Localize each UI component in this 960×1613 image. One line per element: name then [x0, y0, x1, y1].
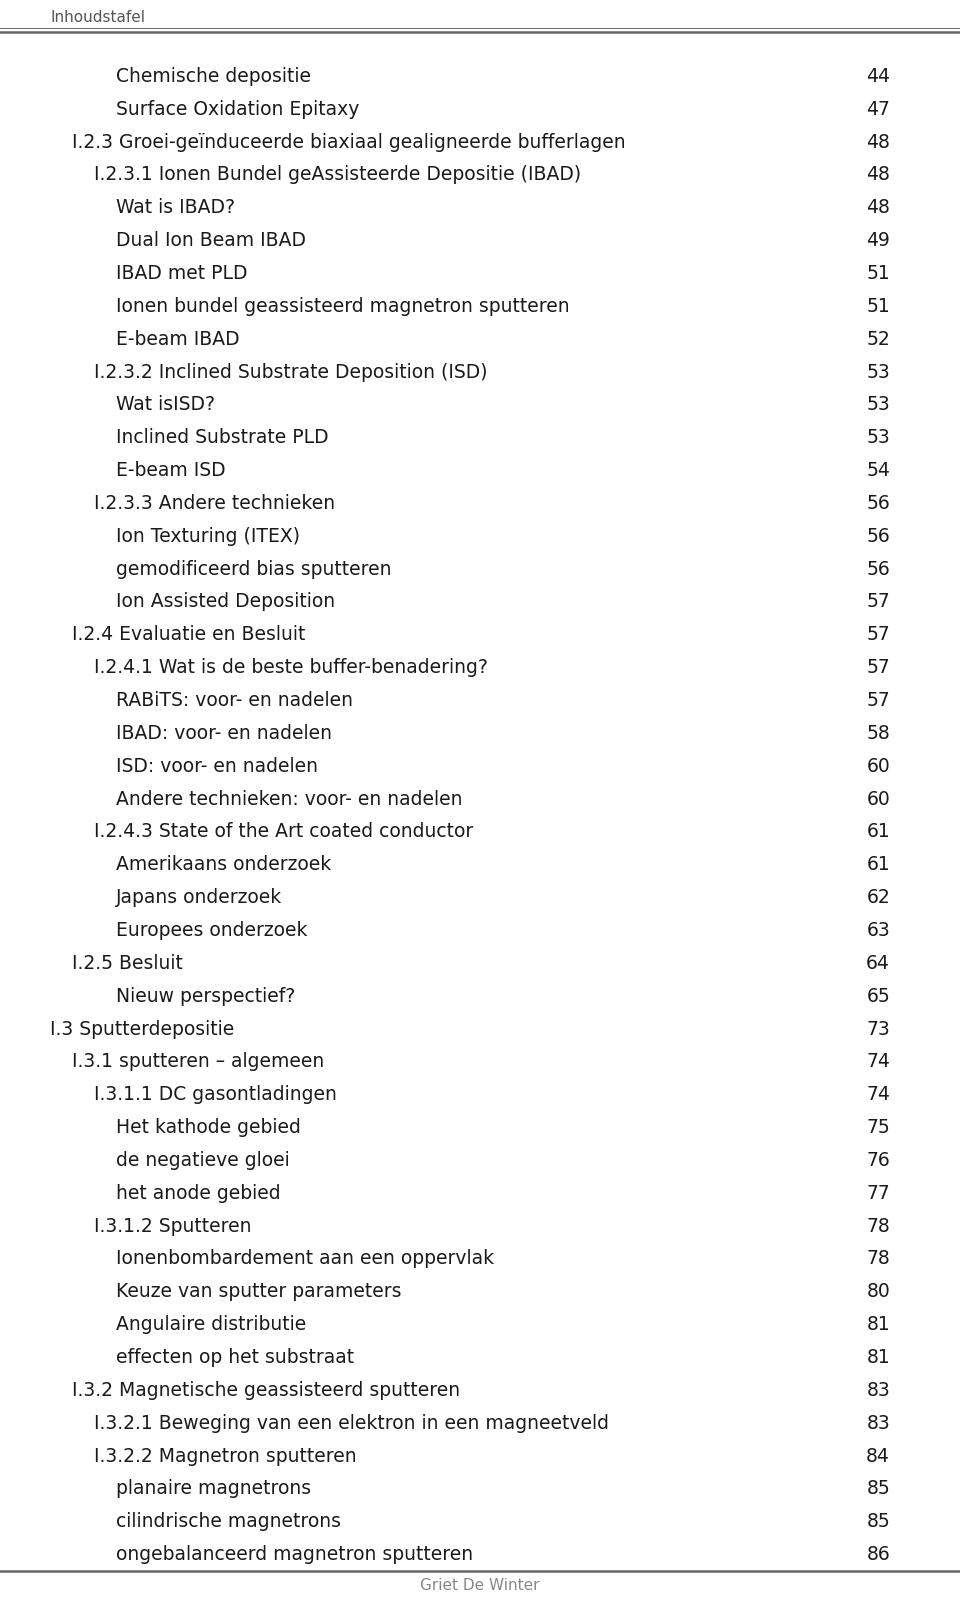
Text: 60: 60 [866, 790, 890, 808]
Text: Japans onderzoek: Japans onderzoek [116, 889, 282, 907]
Text: 52: 52 [866, 329, 890, 348]
Text: 56: 56 [866, 494, 890, 513]
Text: Griet De Winter: Griet De Winter [420, 1578, 540, 1594]
Text: 54: 54 [866, 461, 890, 481]
Text: 63: 63 [866, 921, 890, 940]
Text: het anode gebied: het anode gebied [116, 1184, 280, 1203]
Text: Ion Texturing (ITEX): Ion Texturing (ITEX) [116, 527, 300, 545]
Text: E-beam ISD: E-beam ISD [116, 461, 226, 481]
Text: Wat isISD?: Wat isISD? [116, 395, 215, 415]
Text: 84: 84 [866, 1447, 890, 1466]
Text: 57: 57 [866, 592, 890, 611]
Text: I.3.2.1 Beweging van een elektron in een magneetveld: I.3.2.1 Beweging van een elektron in een… [94, 1413, 609, 1432]
Text: Europees onderzoek: Europees onderzoek [116, 921, 307, 940]
Text: 53: 53 [866, 427, 890, 447]
Text: 56: 56 [866, 560, 890, 579]
Text: 74: 74 [866, 1052, 890, 1071]
Text: 86: 86 [866, 1545, 890, 1565]
Text: 76: 76 [866, 1152, 890, 1169]
Text: Ionen bundel geassisteerd magnetron sputteren: Ionen bundel geassisteerd magnetron sput… [116, 297, 569, 316]
Text: I.3.2 Magnetische geassisteerd sputteren: I.3.2 Magnetische geassisteerd sputteren [72, 1381, 460, 1400]
Text: Angulaire distributie: Angulaire distributie [116, 1315, 306, 1334]
Text: 77: 77 [866, 1184, 890, 1203]
Text: I.2.3.1 Ionen Bundel geAssisteerde Depositie (IBAD): I.2.3.1 Ionen Bundel geAssisteerde Depos… [94, 166, 581, 184]
Text: I.2.3.3 Andere technieken: I.2.3.3 Andere technieken [94, 494, 335, 513]
Text: I.2.4 Evaluatie en Besluit: I.2.4 Evaluatie en Besluit [72, 626, 305, 644]
Text: 48: 48 [866, 132, 890, 152]
Text: 48: 48 [866, 198, 890, 218]
Text: 57: 57 [866, 626, 890, 644]
Text: 51: 51 [866, 265, 890, 282]
Text: Het kathode gebied: Het kathode gebied [116, 1118, 300, 1137]
Text: 64: 64 [866, 953, 890, 973]
Text: I.3.1 sputteren – algemeen: I.3.1 sputteren – algemeen [72, 1052, 324, 1071]
Text: RABiTS: voor- en nadelen: RABiTS: voor- en nadelen [116, 690, 353, 710]
Text: 56: 56 [866, 527, 890, 545]
Text: 65: 65 [866, 987, 890, 1005]
Text: effecten op het substraat: effecten op het substraat [116, 1348, 354, 1366]
Text: IBAD met PLD: IBAD met PLD [116, 265, 248, 282]
Text: 51: 51 [866, 297, 890, 316]
Text: IBAD: voor- en nadelen: IBAD: voor- en nadelen [116, 724, 332, 744]
Text: 47: 47 [866, 100, 890, 119]
Text: 78: 78 [866, 1216, 890, 1236]
Text: 58: 58 [866, 724, 890, 744]
Text: 62: 62 [866, 889, 890, 907]
Text: 78: 78 [866, 1250, 890, 1268]
Text: ISD: voor- en nadelen: ISD: voor- en nadelen [116, 756, 318, 776]
Text: 80: 80 [866, 1282, 890, 1302]
Text: planaire magnetrons: planaire magnetrons [116, 1479, 311, 1498]
Text: 74: 74 [866, 1086, 890, 1105]
Text: 49: 49 [866, 231, 890, 250]
Text: I.2.4.1 Wat is de beste buffer-benadering?: I.2.4.1 Wat is de beste buffer-benaderin… [94, 658, 488, 677]
Text: 57: 57 [866, 658, 890, 677]
Text: 81: 81 [866, 1348, 890, 1366]
Text: I.3 Sputterdepositie: I.3 Sputterdepositie [50, 1019, 234, 1039]
Text: 81: 81 [866, 1315, 890, 1334]
Text: I.2.3.2 Inclined Substrate Deposition (ISD): I.2.3.2 Inclined Substrate Deposition (I… [94, 363, 488, 382]
Text: 60: 60 [866, 756, 890, 776]
Text: Inhoudstafel: Inhoudstafel [50, 10, 145, 24]
Text: gemodificeerd bias sputteren: gemodificeerd bias sputteren [116, 560, 392, 579]
Text: I.3.1.1 DC gasontladingen: I.3.1.1 DC gasontladingen [94, 1086, 337, 1105]
Text: 61: 61 [866, 823, 890, 842]
Text: 53: 53 [866, 395, 890, 415]
Text: 48: 48 [866, 166, 890, 184]
Text: 83: 83 [866, 1381, 890, 1400]
Text: I.3.2.2 Magnetron sputteren: I.3.2.2 Magnetron sputteren [94, 1447, 356, 1466]
Text: 73: 73 [866, 1019, 890, 1039]
Text: 83: 83 [866, 1413, 890, 1432]
Text: Inclined Substrate PLD: Inclined Substrate PLD [116, 427, 328, 447]
Text: Dual Ion Beam IBAD: Dual Ion Beam IBAD [116, 231, 306, 250]
Text: Amerikaans onderzoek: Amerikaans onderzoek [116, 855, 331, 874]
Text: 85: 85 [866, 1513, 890, 1531]
Text: Surface Oxidation Epitaxy: Surface Oxidation Epitaxy [116, 100, 359, 119]
Text: Keuze van sputter parameters: Keuze van sputter parameters [116, 1282, 401, 1302]
Text: I.2.5 Besluit: I.2.5 Besluit [72, 953, 182, 973]
Text: I.3.1.2 Sputteren: I.3.1.2 Sputteren [94, 1216, 252, 1236]
Text: E-beam IBAD: E-beam IBAD [116, 329, 240, 348]
Text: 61: 61 [866, 855, 890, 874]
Text: Nieuw perspectief?: Nieuw perspectief? [116, 987, 296, 1005]
Text: Ion Assisted Deposition: Ion Assisted Deposition [116, 592, 335, 611]
Text: Chemische depositie: Chemische depositie [116, 66, 311, 85]
Text: 53: 53 [866, 363, 890, 382]
Text: de negatieve gloei: de negatieve gloei [116, 1152, 290, 1169]
Text: 75: 75 [866, 1118, 890, 1137]
Text: Ionenbombardement aan een oppervlak: Ionenbombardement aan een oppervlak [116, 1250, 494, 1268]
Text: ongebalanceerd magnetron sputteren: ongebalanceerd magnetron sputteren [116, 1545, 473, 1565]
Text: I.2.4.3 State of the Art coated conductor: I.2.4.3 State of the Art coated conducto… [94, 823, 473, 842]
Text: 85: 85 [866, 1479, 890, 1498]
Text: Andere technieken: voor- en nadelen: Andere technieken: voor- en nadelen [116, 790, 463, 808]
Text: Wat is IBAD?: Wat is IBAD? [116, 198, 235, 218]
Text: 57: 57 [866, 690, 890, 710]
Text: 44: 44 [866, 66, 890, 85]
Text: I.2.3 Groei-geïnduceerde biaxiaal gealigneerde bufferlagen: I.2.3 Groei-geïnduceerde biaxiaal gealig… [72, 132, 626, 152]
Text: cilindrische magnetrons: cilindrische magnetrons [116, 1513, 341, 1531]
